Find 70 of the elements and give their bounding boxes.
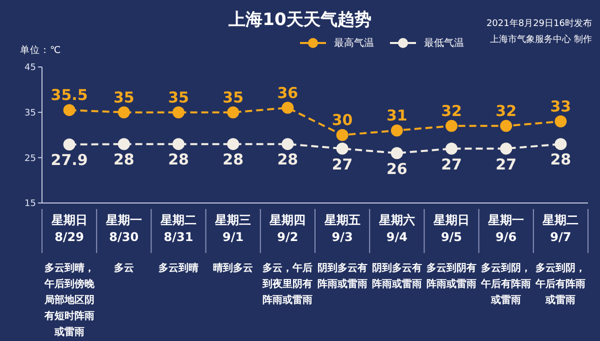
data-label: 28 xyxy=(550,150,572,169)
point xyxy=(390,124,403,136)
x-tick-label: 星期二 9/7 xyxy=(542,213,579,244)
chart-title: 上海10天天气趋势 xyxy=(228,10,372,30)
point xyxy=(172,106,184,118)
point xyxy=(336,129,348,141)
x-tick-label: 星期日 9/5 xyxy=(432,213,470,244)
data-label: 32 xyxy=(441,102,462,120)
text: 多云到晴，午后到傍晚局部地区阴有短时阵雨或雷雨 xyxy=(43,262,96,340)
x-tick-label: 星期日 8/29 xyxy=(50,213,88,244)
data-label: 27 xyxy=(332,155,353,174)
point xyxy=(282,138,294,150)
data-label: 36 xyxy=(277,84,298,102)
point xyxy=(63,138,76,151)
data-label: 28 xyxy=(222,150,244,169)
point xyxy=(336,142,348,155)
point xyxy=(63,104,76,116)
text: 多云到阴有阵雨或雷雨 xyxy=(425,262,478,292)
x-tick-label: 星期一 8/30 xyxy=(104,213,142,244)
text: 阴到多云有阵雨或雷雨 xyxy=(316,262,368,292)
data-label: 28 xyxy=(168,150,189,169)
data-label: 35 xyxy=(222,88,244,106)
y-tick-label: 35 xyxy=(24,108,36,119)
point xyxy=(446,142,458,155)
x-tick-label: 星期四 9/2 xyxy=(268,213,306,244)
y-tick-label: 25 xyxy=(24,154,36,164)
data-label: 35.5 xyxy=(50,86,88,104)
data-label: 26 xyxy=(386,160,408,178)
text: 上海市气象服务中心 制作 xyxy=(489,34,592,47)
text: 晴到多云 xyxy=(212,262,254,276)
point xyxy=(118,138,130,150)
text: 多云到阴，午后有阵雨或雷雨 xyxy=(534,262,587,308)
data-label: 35 xyxy=(113,88,134,106)
point xyxy=(446,120,458,132)
y-tick-label: 45 xyxy=(24,63,36,74)
data-label: 27 xyxy=(441,155,462,174)
data-label: 27 xyxy=(496,155,517,174)
point xyxy=(118,106,130,118)
data-label: 28 xyxy=(277,150,298,169)
data-label: 32 xyxy=(496,102,517,120)
data-label: 28 xyxy=(113,150,134,169)
point xyxy=(500,120,512,132)
legend-label: 最高气温 xyxy=(334,36,374,50)
y-axis-title: 单位：℃ xyxy=(20,44,61,57)
data-label: 31 xyxy=(386,106,408,124)
text: 多云，午后到夜里阴有阵雨或雷雨 xyxy=(261,262,314,308)
legend-label: 最低气温 xyxy=(424,37,464,50)
point xyxy=(390,147,403,160)
point xyxy=(500,142,512,155)
point xyxy=(227,138,240,150)
text: 2021年8月29日16时发布 xyxy=(486,18,592,31)
data-label: 30 xyxy=(332,111,353,129)
point xyxy=(227,106,240,118)
x-tick-label: 星期三 9/1 xyxy=(214,213,252,244)
point xyxy=(172,138,184,150)
y-tick-label: 15 xyxy=(24,199,36,210)
data-label: 27.9 xyxy=(50,151,88,170)
data-label: 35 xyxy=(168,88,189,106)
text: 多云到阴，午后有阵雨或雷雨 xyxy=(480,262,532,308)
x-tick-label: 星期一 9/6 xyxy=(487,213,524,244)
text: 多云到晴 xyxy=(157,262,200,276)
x-tick-label: 星期二 8/31 xyxy=(160,213,196,244)
point xyxy=(554,138,567,150)
data-label: 33 xyxy=(550,97,572,116)
point xyxy=(282,102,294,114)
x-tick-label: 星期六 9/4 xyxy=(378,213,415,244)
text: 阴到多云有阵雨或雷雨 xyxy=(370,262,423,292)
x-tick-label: 星期五 9/3 xyxy=(323,213,360,244)
point xyxy=(554,115,567,128)
text: 多云 xyxy=(112,262,135,276)
